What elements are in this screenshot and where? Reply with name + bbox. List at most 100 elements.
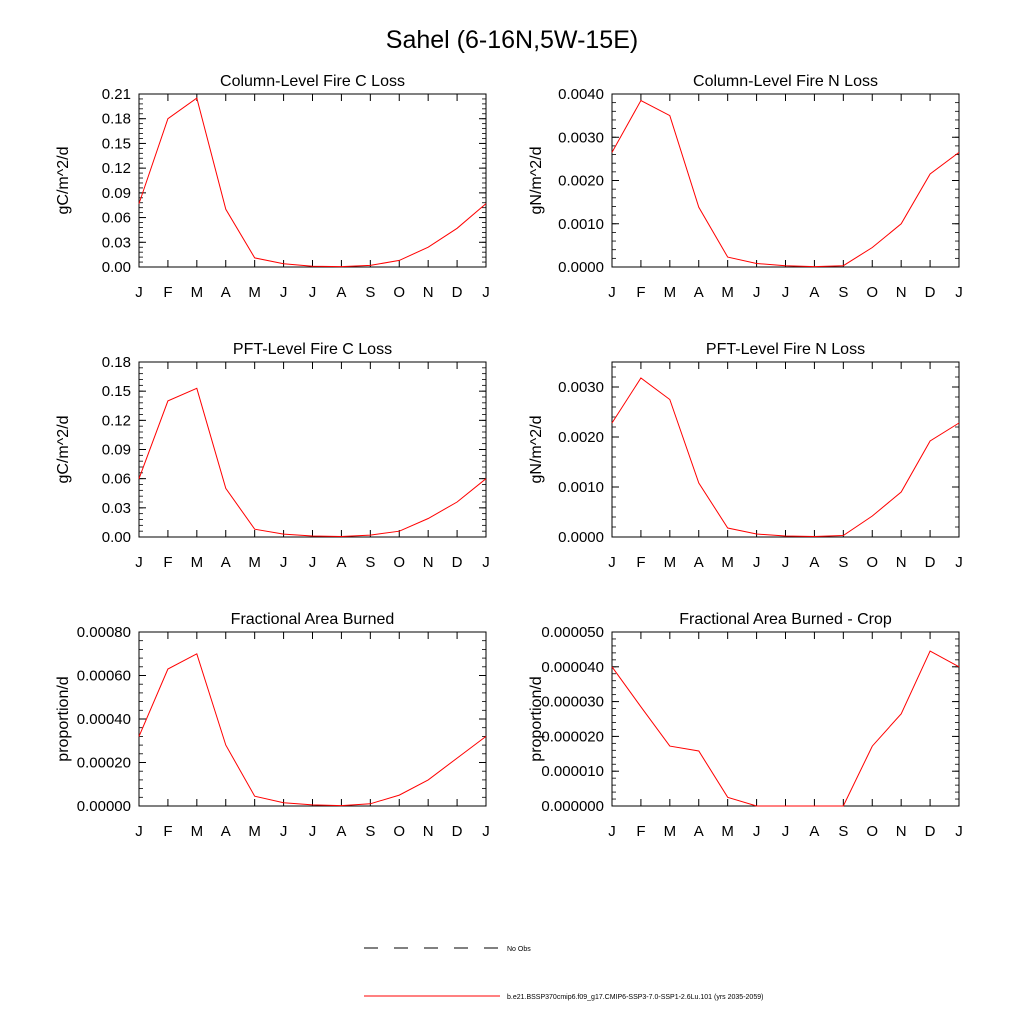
x-tick-label: J xyxy=(782,284,790,301)
x-tick-label: J xyxy=(955,823,963,840)
legend-label-model: b.e21.BSSP370cmip6.f09_g17.CMIP6-SSP3-7.… xyxy=(507,994,763,1001)
x-tick-label: F xyxy=(163,284,172,301)
series-line xyxy=(138,387,487,538)
y-tick-label: 0.00020 xyxy=(77,755,131,772)
y-axis-label: proportion/d xyxy=(55,676,72,761)
y-tick-label: 0.0020 xyxy=(558,429,604,446)
x-tick-label: A xyxy=(221,284,231,301)
legend: No Obs b.e21.BSSP370cmip6.f09_g17.CMIP6-… xyxy=(364,946,763,1001)
plot-frame xyxy=(611,631,960,807)
x-tick-label: A xyxy=(694,823,704,840)
x-tick-label: M xyxy=(248,284,261,301)
panel-title: Fractional Area Burned - Crop xyxy=(679,611,892,628)
x-tick-label: D xyxy=(925,554,936,571)
x-tick-label: F xyxy=(636,284,645,301)
x-tick-label: J xyxy=(309,554,317,571)
x-tick-label: O xyxy=(393,284,405,301)
y-tick-label: 0.0020 xyxy=(558,173,604,190)
y-tick-label: 0.09 xyxy=(102,185,131,202)
y-tick-label: 0.12 xyxy=(102,412,131,429)
x-tick-label: D xyxy=(452,284,463,301)
x-tick-label: F xyxy=(636,823,645,840)
y-tick-label: 0.0000 xyxy=(558,259,604,276)
y-tick-label: 0.000000 xyxy=(541,798,604,815)
plot-frame xyxy=(611,361,960,538)
x-tick-label: J xyxy=(135,554,143,571)
y-tick-label: 0.12 xyxy=(102,160,131,177)
y-tick-label: 0.0010 xyxy=(558,479,604,496)
x-tick-label: A xyxy=(694,554,704,571)
y-axis-label: proportion/d xyxy=(528,676,545,761)
x-tick-label: J xyxy=(608,284,616,301)
x-tick-label: O xyxy=(866,823,878,840)
legend-label-no-obs: No Obs xyxy=(507,946,531,953)
x-tick-label: M xyxy=(248,554,261,571)
y-tick-label: 0.0030 xyxy=(558,129,604,146)
y-tick-label: 0.21 xyxy=(102,86,131,103)
y-axis-label: gC/m^2/d xyxy=(55,416,72,484)
x-tick-label: M xyxy=(191,823,204,840)
x-tick-label: N xyxy=(896,823,907,840)
x-tick-label: A xyxy=(221,823,231,840)
plot-frame xyxy=(138,361,487,538)
x-tick-label: J xyxy=(955,284,963,301)
x-tick-label: D xyxy=(925,823,936,840)
x-tick-label: N xyxy=(423,823,434,840)
x-tick-label: J xyxy=(309,823,317,840)
y-tick-label: 0.0010 xyxy=(558,216,604,233)
x-tick-label: J xyxy=(782,823,790,840)
x-tick-label: A xyxy=(336,284,346,301)
x-tick-label: A xyxy=(336,554,346,571)
y-tick-label: 0.03 xyxy=(102,234,131,251)
y-tick-label: 0.00040 xyxy=(77,711,131,728)
x-tick-label: F xyxy=(163,823,172,840)
x-tick-label: M xyxy=(721,284,734,301)
y-tick-label: 0.000050 xyxy=(541,624,604,641)
panel-title: Fractional Area Burned xyxy=(231,611,395,628)
y-tick-label: 0.0000 xyxy=(558,529,604,546)
series-line xyxy=(611,377,960,538)
x-tick-label: J xyxy=(782,554,790,571)
x-tick-label: O xyxy=(393,554,405,571)
x-tick-label: S xyxy=(365,284,375,301)
x-tick-label: J xyxy=(482,823,490,840)
y-tick-label: 0.000010 xyxy=(541,763,604,780)
y-axis-label: gN/m^2/d xyxy=(528,416,545,484)
figure-title: Sahel (6-16N,5W-15E) xyxy=(386,26,638,54)
x-tick-label: D xyxy=(452,823,463,840)
y-tick-label: 0.000030 xyxy=(541,694,604,711)
x-tick-label: N xyxy=(896,554,907,571)
x-tick-label: M xyxy=(664,823,677,840)
x-tick-label: J xyxy=(309,284,317,301)
x-tick-label: D xyxy=(925,284,936,301)
x-tick-label: J xyxy=(135,284,143,301)
y-axis-label: gN/m^2/d xyxy=(528,147,545,215)
x-tick-label: A xyxy=(336,823,346,840)
x-tick-label: O xyxy=(393,823,405,840)
y-tick-label: 0.18 xyxy=(102,354,131,371)
x-tick-label: S xyxy=(365,823,375,840)
y-tick-label: 0.000040 xyxy=(541,659,604,676)
x-tick-label: J xyxy=(135,823,143,840)
panel-title: PFT-Level Fire C Loss xyxy=(233,341,392,358)
x-tick-label: N xyxy=(423,284,434,301)
x-tick-label: S xyxy=(838,284,848,301)
x-tick-label: S xyxy=(838,554,848,571)
x-tick-label: D xyxy=(452,554,463,571)
y-tick-label: 0.00000 xyxy=(77,798,131,815)
x-tick-label: A xyxy=(809,554,819,571)
y-tick-label: 0.0030 xyxy=(558,379,604,396)
plot-frame xyxy=(611,93,960,268)
panel-title: Column-Level Fire C Loss xyxy=(220,73,405,90)
series-line xyxy=(611,99,960,268)
x-tick-label: A xyxy=(221,554,231,571)
x-tick-label: S xyxy=(365,554,375,571)
x-tick-label: O xyxy=(866,284,878,301)
y-tick-label: 0.00080 xyxy=(77,624,131,641)
y-tick-label: 0.00 xyxy=(102,259,131,276)
series-line xyxy=(611,650,960,807)
x-tick-label: M xyxy=(191,554,204,571)
y-tick-label: 0.06 xyxy=(102,471,131,488)
